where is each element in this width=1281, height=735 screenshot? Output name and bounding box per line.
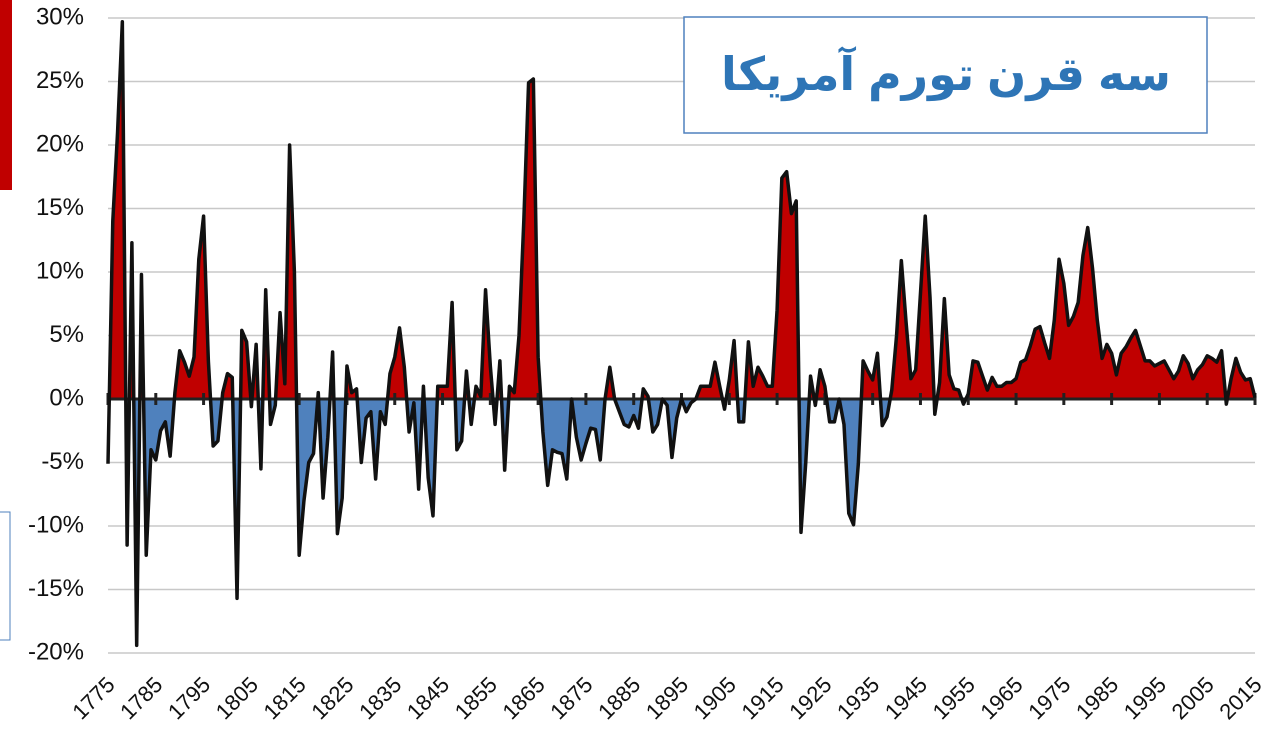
x-tick-label: 1975 xyxy=(1023,672,1075,724)
x-tick-label: 1995 xyxy=(1119,672,1171,724)
x-tick-label: 1945 xyxy=(880,672,932,724)
y-tick-label: 15% xyxy=(36,194,84,221)
y-tick-label: -10% xyxy=(28,511,84,538)
x-tick-label: 1885 xyxy=(593,672,645,724)
x-tick-label: 1955 xyxy=(928,672,980,724)
inflation-line xyxy=(106,20,1257,648)
x-tick-label: 1935 xyxy=(832,672,884,724)
slide-decoration xyxy=(0,511,11,641)
x-tick-label: 1875 xyxy=(545,672,597,724)
x-tick-label: 1865 xyxy=(497,672,549,724)
y-tick-label: 0% xyxy=(49,384,84,411)
x-tick-label: 1835 xyxy=(354,672,406,724)
title-box xyxy=(683,16,1208,134)
x-tick-label: 2005 xyxy=(1167,672,1219,724)
y-tick-label: 25% xyxy=(36,67,84,94)
chart-title: سه قرن تورم آمریکا xyxy=(721,46,1171,101)
x-tick-label: 1815 xyxy=(259,672,311,724)
x-tick-label: 2015 xyxy=(1214,672,1266,724)
y-tick-label: 10% xyxy=(36,257,84,284)
y-tick-label: -5% xyxy=(41,448,84,475)
y-tick-label: 20% xyxy=(36,130,84,157)
x-tick-label: 1785 xyxy=(115,672,167,724)
x-tick-label: 1905 xyxy=(689,672,741,724)
x-tick-label: 1895 xyxy=(641,672,693,724)
x-tick-label: 1795 xyxy=(163,672,215,724)
y-tick-label: 5% xyxy=(49,321,84,348)
x-tick-label: 1985 xyxy=(1071,672,1123,724)
slide-decoration xyxy=(0,0,12,190)
x-tick-label: 1805 xyxy=(211,672,263,724)
x-tick-label: 1775 xyxy=(67,672,119,724)
positive-area xyxy=(108,21,1255,399)
x-tick-label: 1825 xyxy=(306,672,358,724)
y-tick-label: 30% xyxy=(36,3,84,30)
y-tick-label: -20% xyxy=(28,638,84,665)
y-tick-label: -15% xyxy=(28,575,84,602)
x-tick-label: 1855 xyxy=(450,672,502,724)
x-tick-label: 1925 xyxy=(784,672,836,724)
x-tick-label: 1965 xyxy=(975,672,1027,724)
x-tick-label: 1845 xyxy=(402,672,454,724)
x-tick-label: 1915 xyxy=(736,672,788,724)
